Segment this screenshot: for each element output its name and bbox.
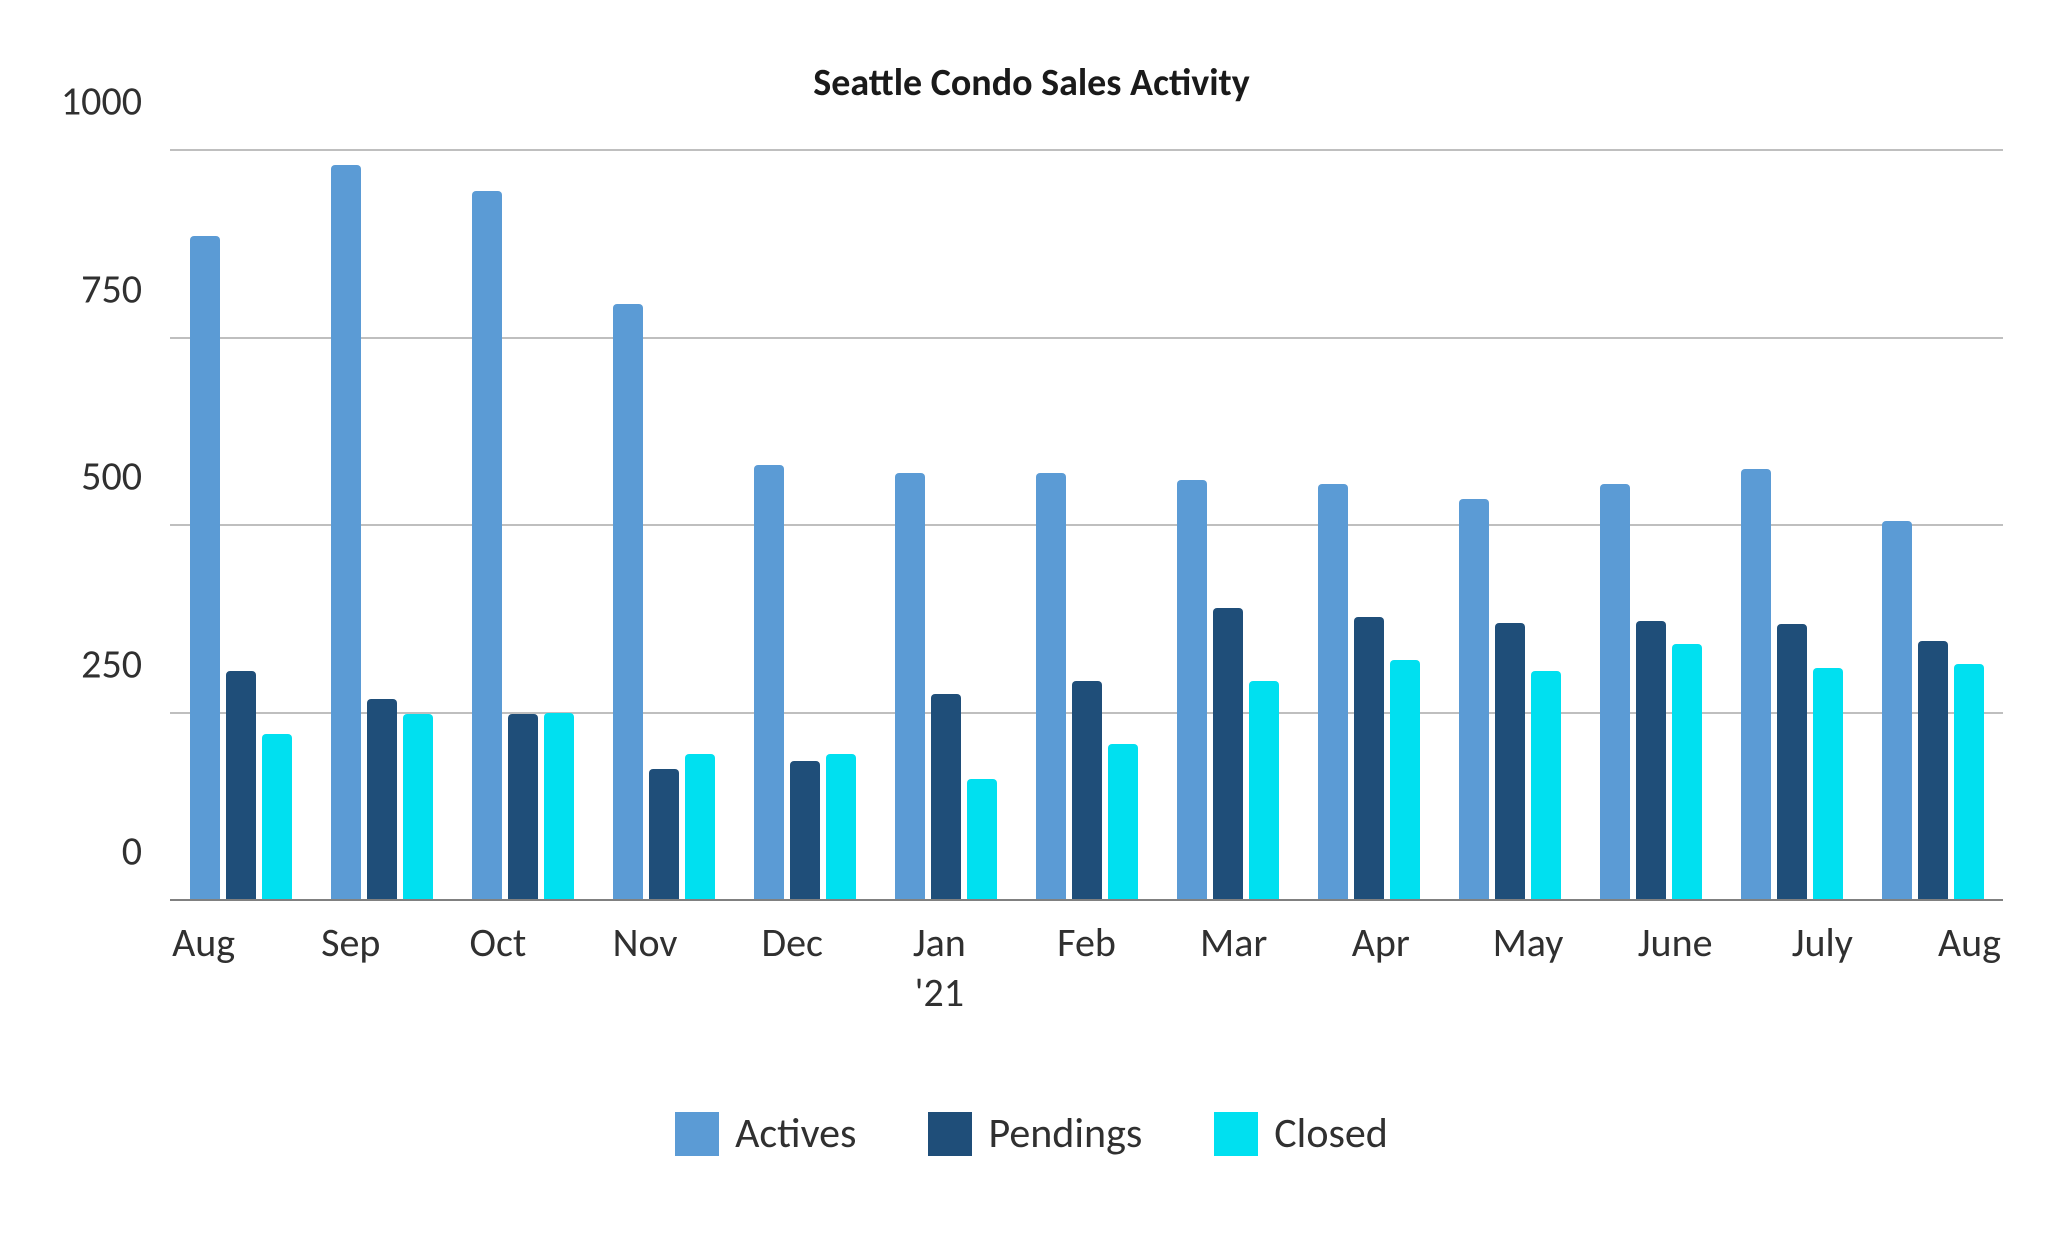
bar [1072, 681, 1102, 900]
bar [403, 714, 433, 900]
bar [1918, 641, 1948, 900]
bar [1636, 621, 1666, 900]
bar [367, 699, 397, 900]
legend-item: Pendings [928, 1108, 1142, 1159]
category-group [1157, 150, 1298, 900]
bar [1354, 617, 1384, 901]
bar [262, 734, 292, 901]
plot-area: 02505007501000 [40, 150, 2023, 900]
x-tick-label: Aug [1896, 918, 2043, 1018]
bar [967, 779, 997, 901]
x-axis-line [170, 899, 2003, 901]
bar [1882, 521, 1912, 900]
x-tick-label: Feb [1013, 918, 1160, 1018]
bar [1036, 473, 1066, 901]
bar [1495, 623, 1525, 901]
x-tick-label: Dec [719, 918, 866, 1018]
bar [1390, 660, 1420, 900]
bar [613, 304, 643, 900]
bar [649, 769, 679, 900]
legend-swatch [675, 1112, 719, 1156]
bar [754, 465, 784, 900]
category-group [1016, 150, 1157, 900]
legend-label: Actives [735, 1108, 856, 1159]
bar [1813, 668, 1843, 901]
legend: Actives Pendings Closed [0, 1108, 2063, 1161]
x-tick-label: May [1454, 918, 1601, 1018]
bar [1600, 484, 1630, 900]
legend-label: Pendings [988, 1108, 1142, 1159]
bar [1777, 624, 1807, 900]
category-group [1298, 150, 1439, 900]
bar [1108, 744, 1138, 900]
y-tick-label: 250 [81, 639, 142, 688]
legend-swatch [1214, 1112, 1258, 1156]
y-tick-label: 500 [81, 452, 142, 501]
category-group [1721, 150, 1862, 900]
y-tick-label: 1000 [61, 77, 142, 126]
bar [1741, 469, 1771, 900]
bar [826, 754, 856, 900]
category-group [593, 150, 734, 900]
bar [1177, 480, 1207, 900]
x-tick-label: Aug [130, 918, 277, 1018]
bar [472, 191, 502, 900]
bar [790, 761, 820, 900]
bar [1672, 644, 1702, 901]
legend-swatch [928, 1112, 972, 1156]
y-axis: 02505007501000 [40, 150, 160, 900]
bar [190, 236, 220, 900]
bar [1249, 681, 1279, 900]
category-group [170, 150, 311, 900]
grid-area [170, 150, 2003, 900]
chart-container: Seattle Condo Sales Activity 0 250 500 750 1… [0, 0, 2063, 1254]
y-tick-label: 750 [81, 264, 142, 313]
bar [1954, 664, 1984, 900]
x-tick-label: Apr [1307, 918, 1454, 1018]
bar [931, 694, 961, 900]
bar [508, 714, 538, 900]
legend-item: Closed [1214, 1108, 1388, 1159]
category-group [734, 150, 875, 900]
bar [895, 473, 925, 901]
bars-row [170, 150, 2003, 900]
x-tick-label: Mar [1160, 918, 1307, 1018]
x-tick-label: Jan '21 [866, 918, 1013, 1018]
category-group [1580, 150, 1721, 900]
x-tick-label: Oct [424, 918, 571, 1018]
x-axis-labels: AugSepOctNovDecJan '21FebMarAprMayJuneJu… [130, 918, 2043, 1018]
x-tick-label: Nov [571, 918, 718, 1018]
category-group [1862, 150, 2003, 900]
bar [1459, 499, 1489, 900]
category-group [452, 150, 593, 900]
bar [685, 754, 715, 900]
x-tick-label: July [1749, 918, 1896, 1018]
legend-label: Closed [1274, 1108, 1388, 1159]
legend-item: Actives [675, 1108, 856, 1159]
y-tick-label: 0 [122, 827, 142, 876]
bar [226, 671, 256, 900]
category-group [311, 150, 452, 900]
chart-title: Seattle Condo Sales Activity [40, 60, 2023, 106]
bar [544, 713, 574, 901]
x-tick-label: Sep [277, 918, 424, 1018]
bar [1213, 608, 1243, 901]
category-group [875, 150, 1016, 900]
bar [1318, 484, 1348, 900]
category-group [1439, 150, 1580, 900]
x-tick-label: June [1602, 918, 1749, 1018]
bar [1531, 671, 1561, 900]
bar [331, 165, 361, 900]
